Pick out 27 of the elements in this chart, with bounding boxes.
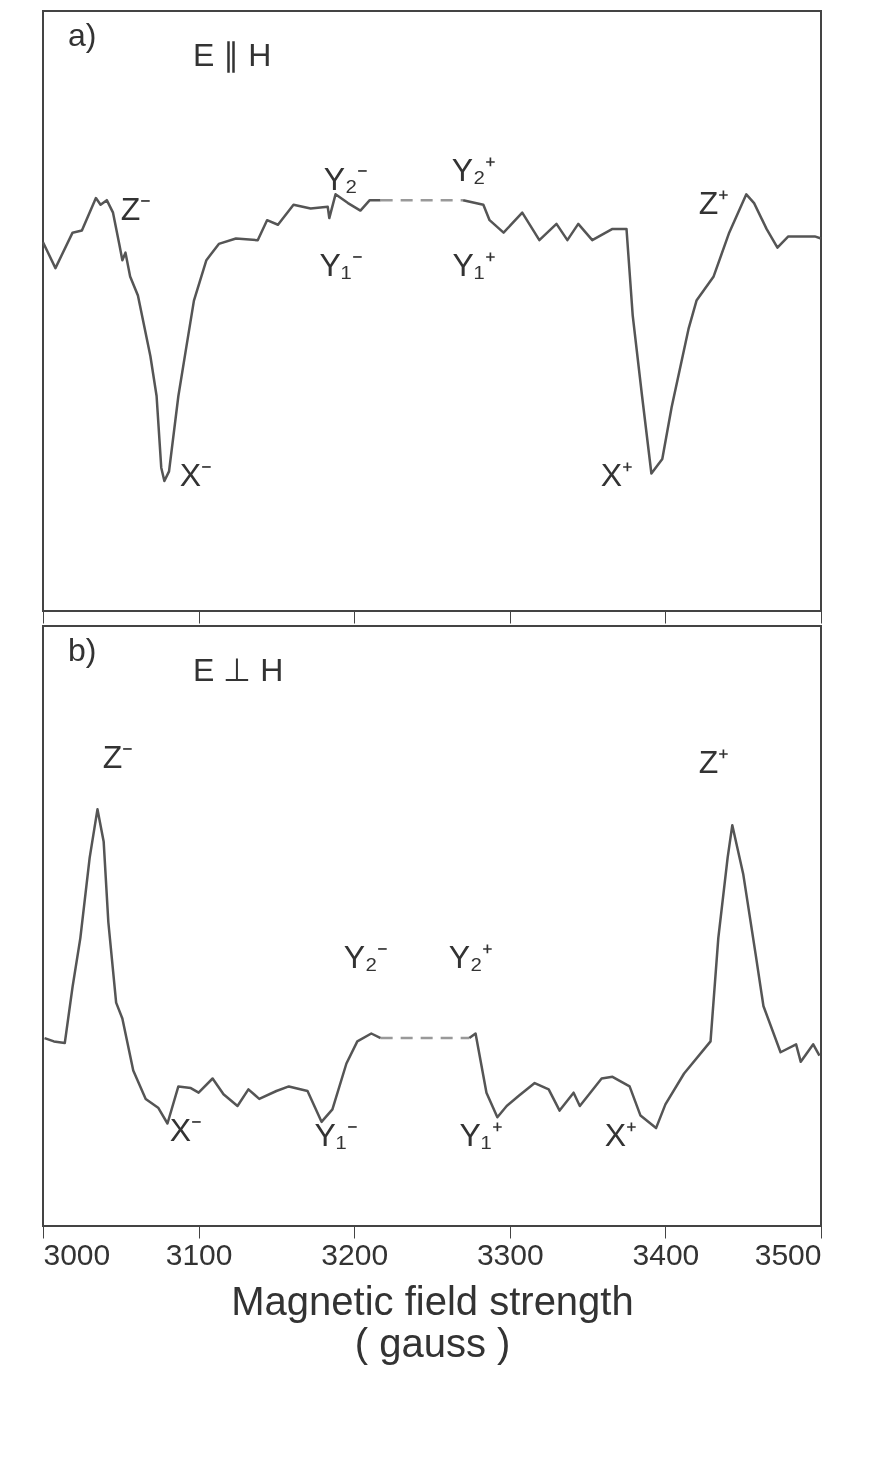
annotation: Z⁺ [698,185,730,221]
annotation: Y₁⁻ [319,247,363,283]
text: b) [68,632,97,668]
x-tick-label: 3000 [43,1237,111,1271]
annotation: Y₂⁺ [448,939,494,975]
annotation: X⁻ [179,457,213,493]
text: E ∥ H [193,37,272,73]
annotation: Y₁⁻ [314,1117,358,1153]
text: Y₂⁺ [451,152,497,188]
annotation: Y₂⁻ [323,161,369,197]
x-axis-title: Magnetic field strength ( gauss ) [231,1278,634,1365]
annotation: Y₁⁺ [459,1117,503,1153]
annotation: Z⁻ [120,191,152,227]
x-tick-label: 3300 [476,1237,544,1271]
x-tick-label: 3500 [754,1237,822,1271]
text: Z⁺ [698,744,730,780]
annotation: Y₂⁻ [343,939,389,975]
annotation: X⁺ [600,457,634,493]
text: a) [68,17,97,53]
annotation: Y₁⁺ [452,247,496,283]
annotation: X⁻ [169,1112,203,1148]
x-tick-label: 3400 [632,1237,700,1271]
text: E ⊥ H [193,652,284,688]
x-tick-label: 3200 [321,1237,389,1271]
text: Z⁻ [102,739,134,775]
x-tick-label: 3100 [165,1237,233,1271]
annotation: X⁺ [604,1117,638,1153]
